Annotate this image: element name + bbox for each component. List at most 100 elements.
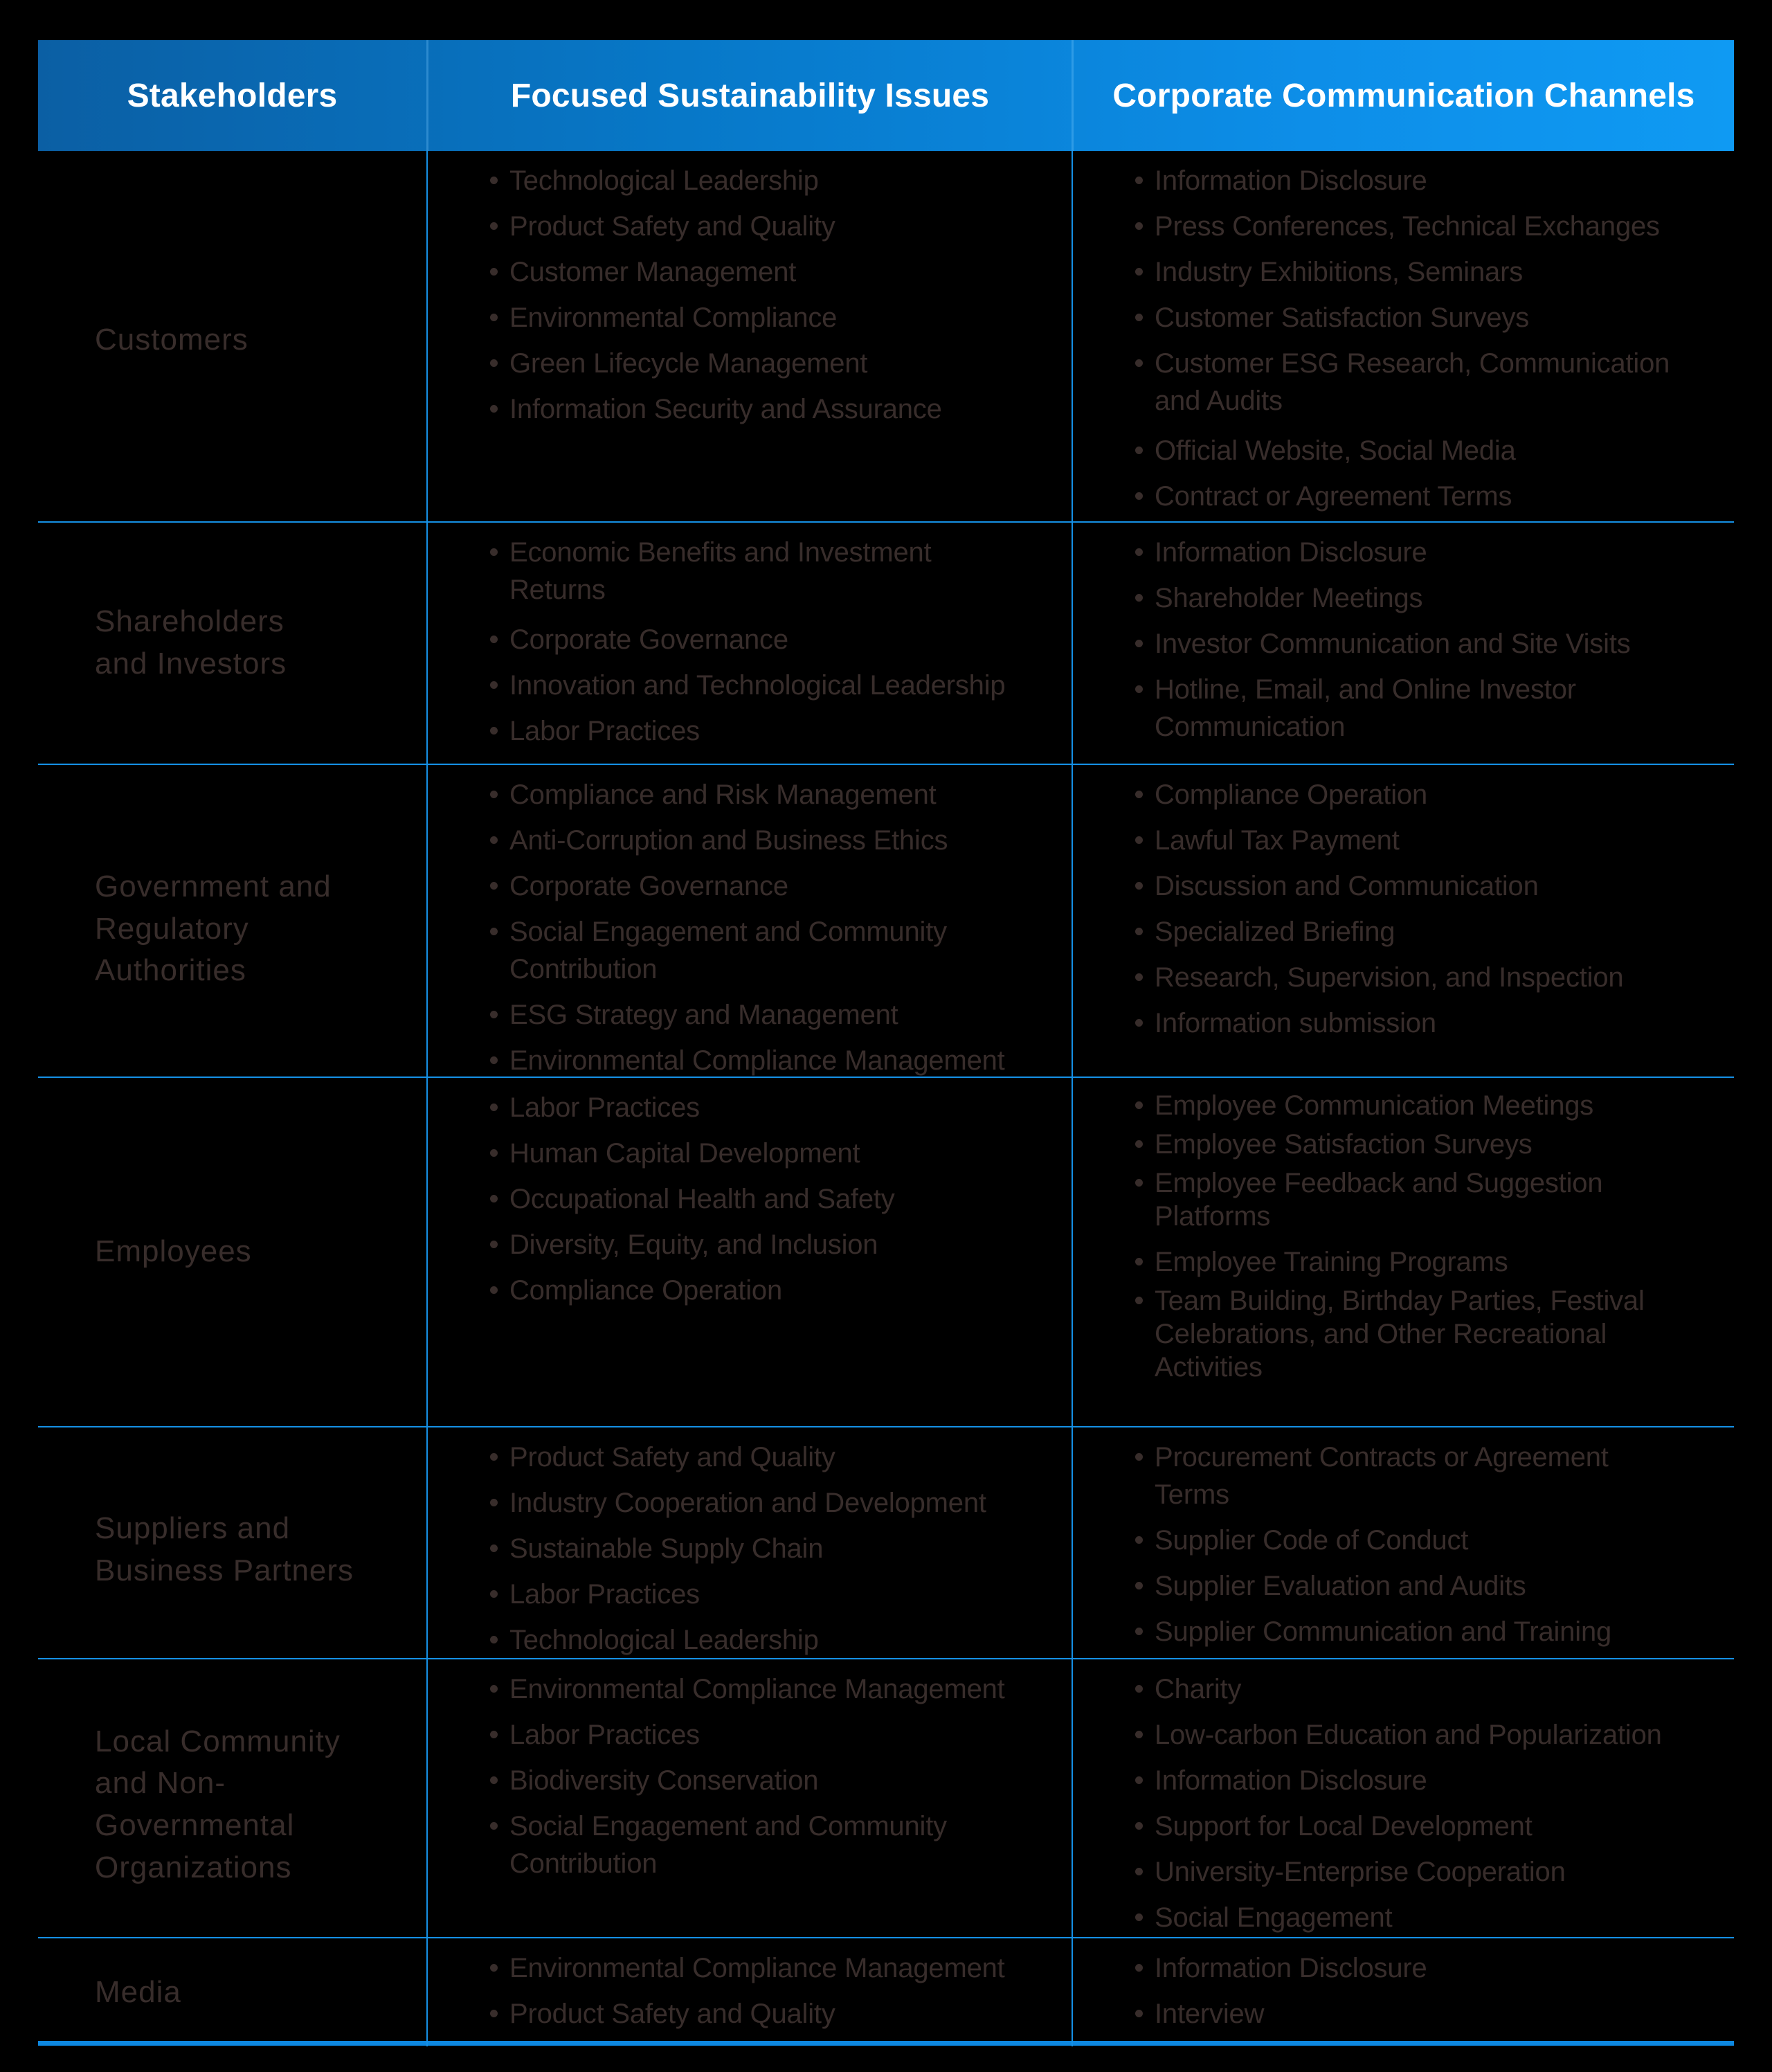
channels-list: Employee Communication Meetings Employee …	[1073, 1078, 1734, 1395]
channel-item: Information Disclosure	[1134, 1949, 1713, 1987]
column-header-communication-channels: Corporate Communication Channels	[1072, 40, 1734, 151]
issue-item: Environmental Compliance Management	[489, 1670, 1051, 1708]
sustainability-issues-cell: Compliance and Risk Management Anti-Corru…	[426, 765, 1072, 1093]
column-header-stakeholders: Stakeholders	[127, 77, 338, 114]
channel-item: Information Disclosure	[1134, 534, 1713, 571]
table-row: Customers Technological Leadership Product…	[38, 151, 1734, 529]
channel-item: Team Building, Birthday Parties, Festiva…	[1134, 1284, 1713, 1384]
stakeholder-cell: Suppliers and Business Partners	[95, 1511, 354, 1587]
issue-item: Anti-Corruption and Business Ethics	[489, 822, 1051, 859]
table-row: Suppliers and Business Partners Product S…	[38, 1427, 1734, 1673]
channel-item: Support for Local Development	[1134, 1808, 1713, 1845]
channel-item: Contract or Agreement Terms	[1134, 478, 1713, 515]
channels-list: Information Disclosure Interview	[1073, 1938, 1734, 2046]
channel-item: Compliance Operation	[1134, 776, 1713, 813]
table-bottom-rule	[38, 2041, 1734, 2046]
table-header-row: Stakeholders Focused Sustainability Issu…	[38, 40, 1734, 151]
channel-item: Hotline, Email, and Online Investor Comm…	[1134, 671, 1713, 746]
channel-item: Supplier Evaluation and Audits	[1134, 1567, 1713, 1605]
sustainability-issues-cell: Labor Practices Human Capital Development…	[426, 1078, 1072, 1426]
stakeholder-cell: Shareholders and Investors	[95, 604, 287, 681]
channel-item: Low-carbon Education and Popularization	[1134, 1716, 1713, 1754]
channels-list: Information Disclosure Shareholder Meetin…	[1073, 523, 1734, 759]
stakeholder-cell: Local Community and Non-Governmental Org…	[95, 1724, 341, 1884]
issue-item: Sustainable Supply Chain	[489, 1530, 1051, 1567]
issues-list: Environmental Compliance Management Produ…	[428, 1938, 1072, 2046]
issue-item: Labor Practices	[489, 1716, 1051, 1754]
issue-item: Product Safety and Quality	[489, 208, 1051, 245]
channels-list: Charity Low-carbon Education and Populari…	[1073, 1659, 1734, 1950]
stakeholder-engagement-table: Stakeholders Focused Sustainability Issu…	[38, 40, 1734, 2046]
channel-item: Information Disclosure	[1134, 162, 1713, 199]
stakeholder-cell: Media	[95, 1974, 181, 2009]
table-row: Shareholders and Investors Economic Benef…	[38, 523, 1734, 765]
issue-item: Environmental Compliance	[489, 299, 1051, 336]
communication-channels-cell: Employee Communication Meetings Employee …	[1072, 1078, 1734, 1426]
issue-item: Labor Practices	[489, 1089, 1051, 1126]
issue-item: Corporate Governance	[489, 867, 1051, 905]
issues-list: Compliance and Risk Management Anti-Corru…	[428, 765, 1072, 1093]
channel-item: Employee Satisfaction Surveys	[1134, 1128, 1713, 1161]
channel-item: Employee Training Programs	[1134, 1245, 1713, 1279]
issue-item: Product Safety and Quality	[489, 1995, 1051, 2033]
channel-item: Customer Satisfaction Surveys	[1134, 299, 1713, 336]
channel-item: Social Engagement	[1134, 1899, 1713, 1936]
channels-list: Procurement Contracts or Agreement Terms…	[1073, 1427, 1734, 1664]
issue-item: Innovation and Technological Leadership	[489, 667, 1051, 704]
issues-list: Product Safety and Quality Industry Coope…	[428, 1427, 1072, 1673]
channel-item: Charity	[1134, 1670, 1713, 1708]
communication-channels-cell: Compliance Operation Lawful Tax Payment Di…	[1072, 765, 1734, 1093]
channel-item: Specialized Briefing	[1134, 913, 1713, 951]
channel-item: Procurement Contracts or Agreement Terms	[1134, 1439, 1713, 1513]
issue-item: Green Lifecycle Management	[489, 345, 1051, 382]
channel-item: University-Enterprise Cooperation	[1134, 1853, 1713, 1891]
channel-item: Customer ESG Research, Communication and…	[1134, 345, 1713, 420]
issue-item: Technological Leadership	[489, 162, 1051, 199]
sustainability-issues-cell: Environmental Compliance Management Labor…	[426, 1659, 1072, 1950]
issue-item: Environmental Compliance Management	[489, 1042, 1051, 1079]
issue-item: Product Safety and Quality	[489, 1439, 1051, 1476]
channel-item: Lawful Tax Payment	[1134, 822, 1713, 859]
issue-item: Information Security and Assurance	[489, 390, 1051, 428]
issues-list: Technological Leadership Product Safety a…	[428, 151, 1072, 442]
issue-item: Diversity, Equity, and Inclusion	[489, 1226, 1051, 1263]
channels-list: Information Disclosure Press Conferences,…	[1073, 151, 1734, 529]
channel-item: Supplier Communication and Training	[1134, 1613, 1713, 1650]
channel-item: Press Conferences, Technical Exchanges	[1134, 208, 1713, 245]
sustainability-issues-cell: Economic Benefits and Investment Returns…	[426, 523, 1072, 764]
sustainability-issues-cell: Product Safety and Quality Industry Coope…	[426, 1427, 1072, 1673]
sustainability-issues-cell: Technological Leadership Product Safety a…	[426, 151, 1072, 529]
issue-item: Social Engagement and Community Contribu…	[489, 913, 1051, 988]
column-header-sustainability-issues: Focused Sustainability Issues	[426, 40, 1072, 151]
channel-item: Research, Supervision, and Inspection	[1134, 959, 1713, 996]
channel-item: Supplier Code of Conduct	[1134, 1522, 1713, 1559]
channel-item: Information submission	[1134, 1005, 1713, 1042]
issue-item: Labor Practices	[489, 1576, 1051, 1613]
table-row: Media Environmental Compliance Management…	[38, 1938, 1734, 2046]
communication-channels-cell: Information Disclosure Interview	[1072, 1938, 1734, 2046]
issues-list: Economic Benefits and Investment Returns…	[428, 523, 1072, 764]
issue-item: Industry Cooperation and Development	[489, 1484, 1051, 1522]
issues-list: Labor Practices Human Capital Development…	[428, 1078, 1072, 1323]
issue-item: Environmental Compliance Management	[489, 1949, 1051, 1987]
issue-item: Economic Benefits and Investment Returns	[489, 534, 1051, 609]
channel-item: Industry Exhibitions, Seminars	[1134, 253, 1713, 291]
table-body: Customers Technological Leadership Product…	[38, 151, 1734, 2046]
channel-item: Official Website, Social Media	[1134, 432, 1713, 469]
communication-channels-cell: Information Disclosure Press Conferences,…	[1072, 151, 1734, 529]
issue-item: Corporate Governance	[489, 621, 1051, 658]
issue-item: Customer Management	[489, 253, 1051, 291]
channel-item: Information Disclosure	[1134, 1762, 1713, 1799]
communication-channels-cell: Procurement Contracts or Agreement Terms…	[1072, 1427, 1734, 1673]
issues-list: Environmental Compliance Management Labor…	[428, 1659, 1072, 1896]
sustainability-issues-cell: Environmental Compliance Management Produ…	[426, 1938, 1072, 2046]
channel-item: Discussion and Communication	[1134, 867, 1713, 905]
stakeholder-cell: Employees	[95, 1234, 252, 1269]
table-row: Employees Labor Practices Human Capital De…	[38, 1078, 1734, 1427]
issue-item: Technological Leadership	[489, 1621, 1051, 1659]
issue-item: Social Engagement and Community Contribu…	[489, 1808, 1051, 1882]
issue-item: Biodiversity Conservation	[489, 1762, 1051, 1799]
issue-item: ESG Strategy and Management	[489, 996, 1051, 1034]
table-row: Government and Regulatory Authorities Com…	[38, 765, 1734, 1093]
